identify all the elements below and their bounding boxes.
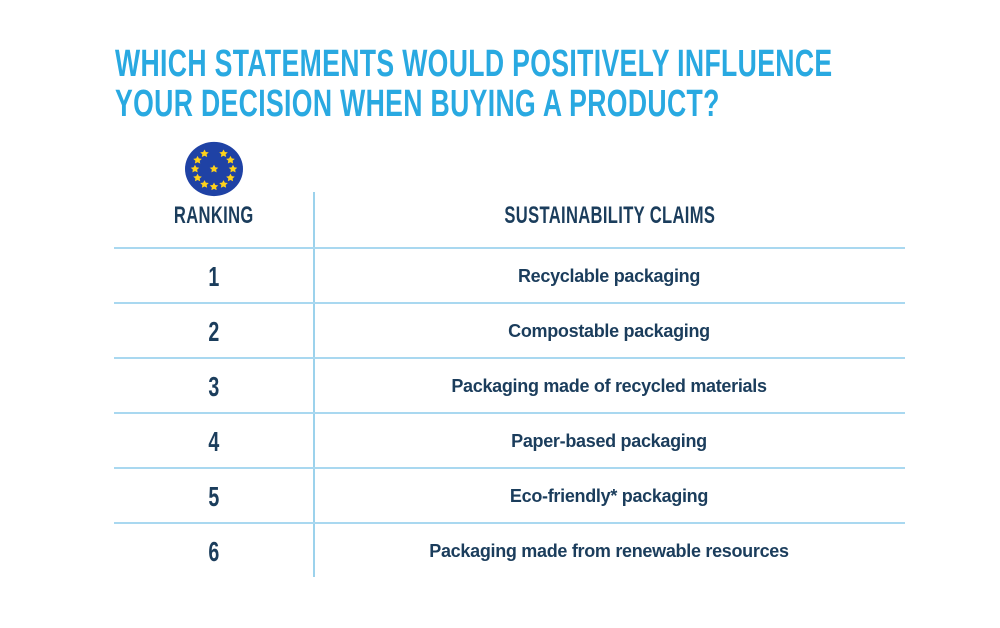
column-header-ranking-label: RANKING — [174, 202, 254, 229]
table-row: 4 Paper-based packaging — [114, 412, 905, 469]
rank-value: 3 — [208, 370, 219, 402]
claim-cell: Packaging made from renewable resources — [429, 541, 789, 561]
claim-cell: Compostable packaging — [508, 321, 710, 341]
claim-cell: Paper-based packaging — [511, 431, 707, 451]
eu-flag-icon — [185, 141, 243, 197]
rank-cell: 4 — [114, 426, 313, 458]
claim-cell: Recyclable packaging — [517, 266, 701, 286]
rank-value: 1 — [208, 260, 219, 292]
table-row: 6 Packaging made from renewable resource… — [114, 522, 905, 579]
page-title-line2: YOUR DECISION WHEN BUYING A PRODUCT? — [115, 83, 720, 125]
page-title: WHICH STATEMENTS WOULD POSITIVELY INFLUE… — [115, 44, 833, 124]
column-header-claims: SUSTAINABILITY CLAIMS — [314, 202, 905, 229]
table-row: 1 Recyclable packaging — [114, 247, 905, 304]
rank-value: 6 — [208, 535, 219, 567]
column-divider — [313, 192, 315, 577]
claim-cell: Packaging made of recycled materials — [451, 376, 767, 396]
rank-value: 4 — [208, 425, 219, 457]
table-row: 5 Eco-friendly* packaging — [114, 467, 905, 524]
rank-cell: 1 — [114, 261, 313, 293]
rank-value: 2 — [208, 315, 219, 347]
rank-cell: 6 — [114, 536, 313, 568]
rank-cell: 5 — [114, 481, 313, 513]
page-title-line1: WHICH STATEMENTS WOULD POSITIVELY INFLUE… — [115, 43, 833, 85]
column-header-claims-label: SUSTAINABILITY CLAIMS — [504, 202, 715, 229]
table-row: 3 Packaging made of recycled materials — [114, 357, 905, 414]
rank-cell: 3 — [114, 371, 313, 403]
rank-cell: 2 — [114, 316, 313, 348]
claim-cell: Eco-friendly* packaging — [509, 486, 709, 506]
rank-value: 5 — [208, 480, 219, 512]
column-header-ranking: RANKING — [114, 202, 314, 229]
table-row: 2 Compostable packaging — [114, 302, 905, 359]
